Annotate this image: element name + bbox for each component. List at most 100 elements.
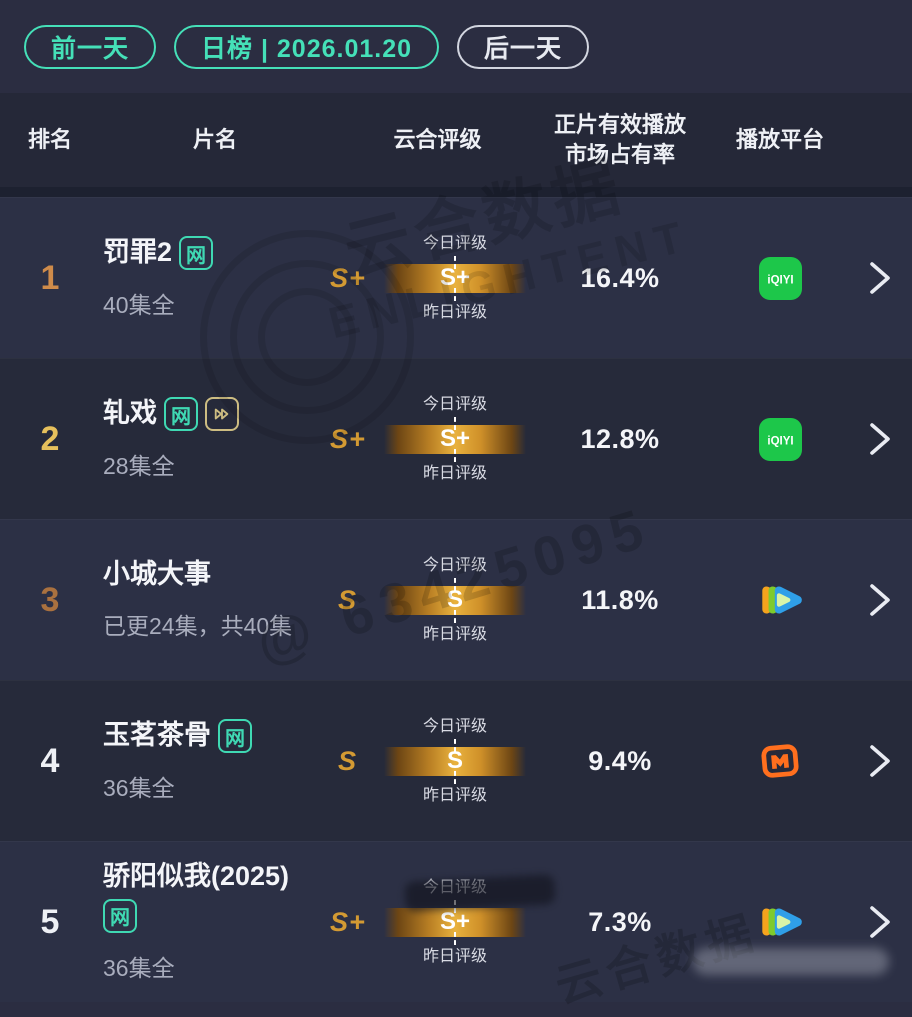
today-rating-label: 今日评级	[422, 717, 487, 735]
today-rating-label: 今日评级	[422, 556, 487, 574]
rating-grade: S+	[330, 423, 366, 454]
iqiyi-icon: iQIYI	[758, 256, 802, 300]
platform-cell: iQIYI	[695, 256, 865, 301]
header-divider	[0, 187, 912, 197]
yesterday-rating-label: 昨日评级	[422, 464, 487, 482]
header-share-line2: 市场占有率	[564, 142, 675, 167]
rating-grade: S	[337, 745, 357, 776]
chevron-right-icon	[870, 584, 890, 616]
rating-grade: S+	[330, 906, 366, 937]
show-title: 轧戏	[103, 398, 157, 429]
row-chevron[interactable]	[865, 421, 912, 457]
web-drama-badge: 网	[164, 397, 198, 431]
show-title: 玉茗茶骨	[103, 720, 211, 751]
tick-mark	[454, 577, 456, 591]
show-info: 轧戏 网 28集全	[100, 397, 330, 481]
market-share-value: 12.8%	[580, 423, 660, 454]
iqiyi-icon-label: iQIYI	[767, 274, 793, 286]
today-rating-label: 今日评级	[422, 395, 487, 413]
show-title: 小城大事	[103, 559, 211, 590]
show-title: 骄阳似我(2025)	[103, 861, 290, 892]
rating-grade: S	[337, 584, 357, 615]
tencent-video-icon	[762, 908, 802, 936]
tick-mark	[454, 931, 456, 945]
table-header: 排名 片名 云合评级 正片有效播放 市场占有率 播放平台	[0, 93, 912, 187]
episode-status: 40集全	[103, 292, 175, 318]
yesterday-rating-label: 昨日评级	[422, 303, 487, 321]
market-share-value: 7.3%	[588, 906, 652, 937]
platform-cell	[695, 738, 865, 784]
web-drama-badge: 网	[103, 898, 137, 933]
today-rating-label: 今日评级	[422, 234, 487, 252]
rating-bar-group: 今日评级 S 昨日评级	[365, 556, 545, 643]
table-row[interactable]: 3 小城大事 已更24集，共40集 S 今日评级 S 昨日评级 11.8%	[0, 519, 912, 680]
iqiyi-icon-label: iQIYI	[767, 435, 793, 447]
yesterday-rating-label: 昨日评级	[422, 947, 487, 965]
web-drama-badge: 网	[179, 236, 214, 270]
chevron-right-icon	[870, 262, 890, 294]
tick-mark	[454, 287, 456, 301]
header-rank: 排名	[27, 127, 72, 153]
fast-forward-badge	[205, 397, 239, 431]
episode-status: 36集全	[103, 775, 175, 801]
header-rating: 云合评级	[393, 127, 482, 153]
rank-number: 2	[40, 419, 60, 458]
next-day-button[interactable]: 后一天	[457, 24, 590, 69]
tick-mark	[454, 770, 456, 784]
header-title: 片名	[192, 127, 237, 153]
previous-day-button[interactable]: 前一天	[24, 24, 157, 69]
row-chevron[interactable]	[865, 260, 912, 296]
table-row[interactable]: 5 骄阳似我(2025) 网 36集全 S+ 今日评级 S+ 昨日评级 7.3%	[0, 841, 912, 1002]
fast-forward-icon	[214, 408, 229, 420]
tick-mark	[454, 899, 456, 913]
row-chevron[interactable]	[865, 904, 912, 940]
table-row[interactable]: 2 轧戏 网 28集全 S+ 今日评级 S+ 昨日评级 12.8% iQIYI	[0, 358, 912, 519]
rank-number: 3	[40, 580, 60, 619]
tick-mark	[454, 416, 456, 430]
rating-bar-group: 今日评级 S+ 昨日评级	[365, 234, 545, 321]
row-chevron[interactable]	[865, 582, 912, 618]
show-info: 罚罪2 网 40集全	[100, 236, 330, 320]
rank-number: 1	[40, 258, 60, 297]
table-row[interactable]: 4 玉茗茶骨 网 36集全 S 今日评级 S 昨日评级 9.4%	[0, 680, 912, 841]
header-share-line1: 正片有效播放	[553, 112, 686, 138]
rank-number: 5	[40, 902, 60, 941]
show-info: 玉茗茶骨 网 36集全	[100, 719, 330, 803]
episode-status: 28集全	[103, 453, 175, 479]
today-rating-label: 今日评级	[422, 878, 487, 896]
platform-cell: iQIYI	[695, 417, 865, 462]
platform-cell	[695, 575, 865, 625]
tick-mark	[454, 609, 456, 623]
row-chevron[interactable]	[865, 743, 912, 779]
show-title: 罚罪2	[103, 237, 173, 268]
tencent-video-icon	[762, 586, 802, 614]
tick-mark	[454, 448, 456, 462]
header-platform: 播放平台	[735, 127, 824, 153]
show-info: 骄阳似我(2025) 网 36集全	[100, 861, 330, 982]
tick-mark	[454, 738, 456, 752]
market-share-value: 16.4%	[580, 262, 660, 293]
show-info: 小城大事 已更24集，共40集	[100, 559, 330, 640]
current-ranking-date-button[interactable]: 日榜 | 2026.01.20	[174, 24, 440, 69]
rating-bar-group: 今日评级 S+ 昨日评级	[365, 878, 545, 965]
date-navigation-bar: 前一天 日榜 | 2026.01.20 后一天	[0, 0, 912, 93]
yesterday-rating-label: 昨日评级	[422, 625, 487, 643]
platform-cell	[695, 897, 865, 947]
rank-number: 4	[40, 741, 60, 780]
mgtv-icon	[761, 744, 799, 778]
rating-bar-group: 今日评级 S+ 昨日评级	[365, 395, 545, 482]
episode-status: 36集全	[103, 954, 175, 981]
chevron-right-icon	[870, 745, 890, 777]
table-row[interactable]: 1 罚罪2 网 40集全 S+ 今日评级 S+ 昨日评级 16.4% iQIYI	[0, 197, 912, 358]
episode-status: 已更24集，共40集	[103, 612, 293, 639]
market-share-value: 9.4%	[588, 745, 652, 776]
tick-mark	[454, 255, 456, 269]
rating-grade: S+	[330, 262, 366, 293]
yesterday-rating-label: 昨日评级	[422, 786, 487, 804]
chevron-right-icon	[870, 423, 890, 455]
chevron-right-icon	[870, 906, 890, 938]
rating-bar-group: 今日评级 S 昨日评级	[365, 717, 545, 804]
header-share: 正片有效播放 市场占有率	[545, 110, 695, 169]
market-share-value: 11.8%	[581, 584, 659, 615]
web-drama-badge: 网	[218, 719, 252, 753]
